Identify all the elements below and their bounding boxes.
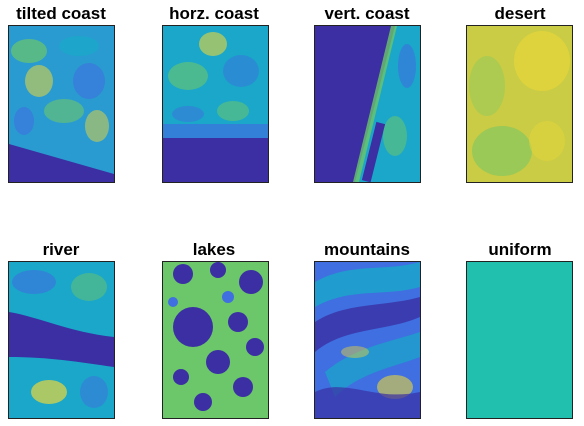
panel-title-vert-coast: vert. coast bbox=[324, 4, 410, 23]
image-vert-coast bbox=[314, 25, 421, 183]
panel-title-lakes: lakes bbox=[192, 240, 236, 259]
panel-title-desert: desert bbox=[494, 4, 546, 23]
image-desert bbox=[466, 25, 573, 183]
panel-title-river: river bbox=[42, 240, 80, 259]
panel-title-horz-coast: horz. coast bbox=[169, 4, 259, 23]
image-lakes bbox=[162, 261, 269, 419]
panel-title-uniform: uniform bbox=[488, 240, 552, 259]
panel-title-tilted-coast: tilted coast bbox=[16, 4, 106, 23]
image-uniform bbox=[466, 261, 573, 419]
image-tilted-coast bbox=[8, 25, 115, 183]
panel-title-mountains: mountains bbox=[324, 240, 410, 259]
image-mountains bbox=[314, 261, 421, 419]
image-river bbox=[8, 261, 115, 419]
image-horz-coast bbox=[162, 25, 269, 183]
